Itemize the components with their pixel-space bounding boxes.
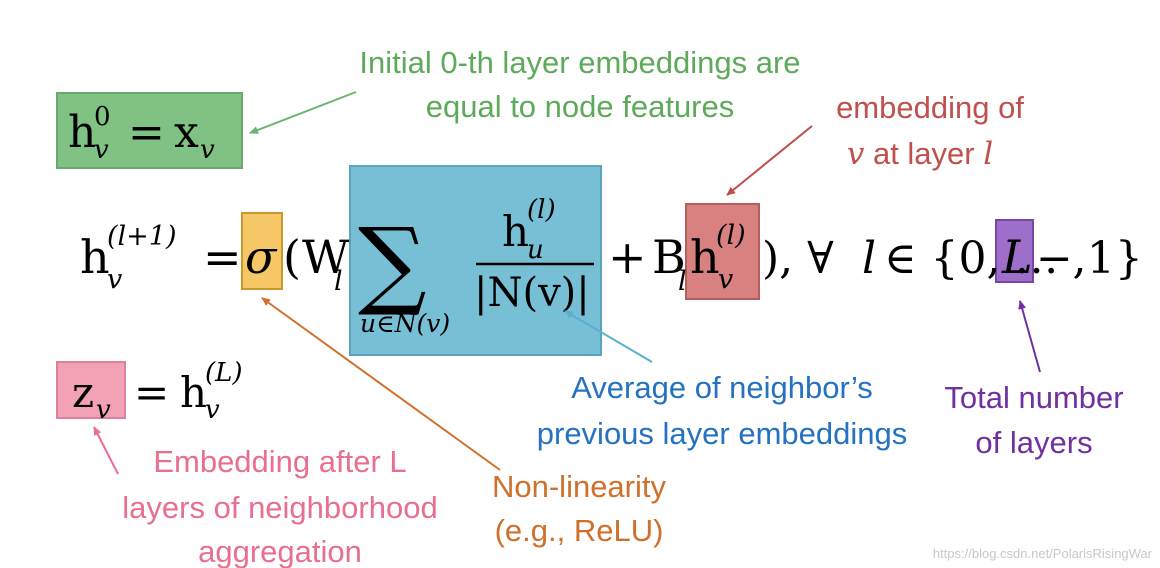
nonlin-arrow <box>261 297 501 471</box>
layers-arrow <box>1018 300 1041 373</box>
final-zsub: v <box>96 395 111 425</box>
forall-l: l <box>862 233 876 284</box>
final-sup: (L) <box>205 358 243 388</box>
embedding-annotation: embedding of v at layer l <box>836 90 1024 172</box>
hb: h <box>690 230 720 284</box>
set-tail: − 1} <box>1036 233 1143 284</box>
layers-note-line2: of layers <box>975 425 1092 460</box>
hb-sub: v <box>718 264 733 295</box>
init-sup: 0 <box>94 102 111 132</box>
final-annotation: Embedding after L layers of neighborhood… <box>122 444 437 568</box>
W-sub: l <box>334 266 343 297</box>
L-symbol: L <box>1001 230 1033 284</box>
avg-arrow <box>564 310 653 363</box>
layers-note-line1: Total number <box>944 380 1123 415</box>
hb-sup: (l) <box>716 220 746 251</box>
init-x: x <box>174 107 199 158</box>
num-sub: u <box>527 235 544 265</box>
final-z: z <box>72 368 94 417</box>
in-set: ∈ {0, … , <box>884 233 1087 284</box>
init-xsub: v <box>200 135 215 165</box>
B-sub: l <box>678 266 687 297</box>
layers-annotation: Total number of layers <box>944 380 1123 460</box>
open-paren: ( <box>283 230 301 284</box>
final-h: h <box>180 368 207 417</box>
final-note-line3: aggregation <box>198 534 362 568</box>
main-sup: (l+1) <box>107 221 177 252</box>
init-eq: = <box>128 107 165 158</box>
embedding-note-l: l <box>983 136 993 172</box>
B: B <box>652 230 686 284</box>
num-h: h <box>502 207 529 256</box>
aggregation-box <box>349 165 602 356</box>
init-box <box>56 92 243 169</box>
final-arrow <box>93 426 119 475</box>
main-h: h <box>80 230 110 284</box>
final-eq: = <box>134 368 169 417</box>
final-note-line2: layers of neighborhood <box>122 490 437 525</box>
init-arrow <box>249 91 357 134</box>
embedding-arrow <box>726 125 813 196</box>
init-formula: h 0 v = x v <box>68 102 215 165</box>
final-sub: v <box>205 395 220 425</box>
denominator: |N(v)| <box>474 270 590 316</box>
main-formula: h (l+1) v = σ ( W l ∑ u∈N(v) h (l) u |N(… <box>80 195 1143 338</box>
init-sub: v <box>94 135 109 165</box>
L-box <box>995 219 1034 283</box>
embedding-note-v: v <box>847 136 865 172</box>
final-formula: z v = h (L) v <box>72 358 243 425</box>
embedding-note-at-layer: at layer <box>864 136 983 171</box>
close-forall: ), ∀ <box>762 233 834 284</box>
init-note-line2: equal to node features <box>426 89 735 124</box>
nonlin-annotation: Non-linearity (e.g., ReLU) <box>492 469 667 548</box>
sigma-box <box>241 212 283 290</box>
avg-note-line2: previous layer embeddings <box>537 416 908 451</box>
avg-annotation: Average of neighbor’s previous layer emb… <box>537 370 908 451</box>
init-h: h <box>68 107 96 158</box>
W: W <box>302 230 350 284</box>
embedding-note-line1: embedding of <box>836 90 1024 125</box>
nonlin-note-line1: Non-linearity <box>492 469 667 504</box>
num-sup: (l) <box>527 195 556 225</box>
sigma: σ <box>245 230 278 284</box>
final-z-box <box>56 361 126 419</box>
final-note-line1: Embedding after L <box>153 444 406 479</box>
init-note-line1: Initial 0-th layer embeddings are <box>359 45 800 80</box>
main-sub: v <box>107 264 122 295</box>
init-annotation: Initial 0-th layer embeddings are equal … <box>359 45 800 124</box>
main-eq: = <box>203 230 242 284</box>
prev-embedding-box <box>685 203 760 300</box>
sum-under: u∈N(v) <box>360 309 450 338</box>
avg-note-line1: Average of neighbor’s <box>571 370 873 405</box>
nonlin-note-line2: (e.g., ReLU) <box>495 513 664 548</box>
plus: + <box>608 230 647 284</box>
watermark: https://blog.csdn.net/PolarisRisingWar <box>933 546 1153 561</box>
embedding-note-line2: v at layer l <box>847 136 993 172</box>
summation: ∑ <box>358 207 427 319</box>
